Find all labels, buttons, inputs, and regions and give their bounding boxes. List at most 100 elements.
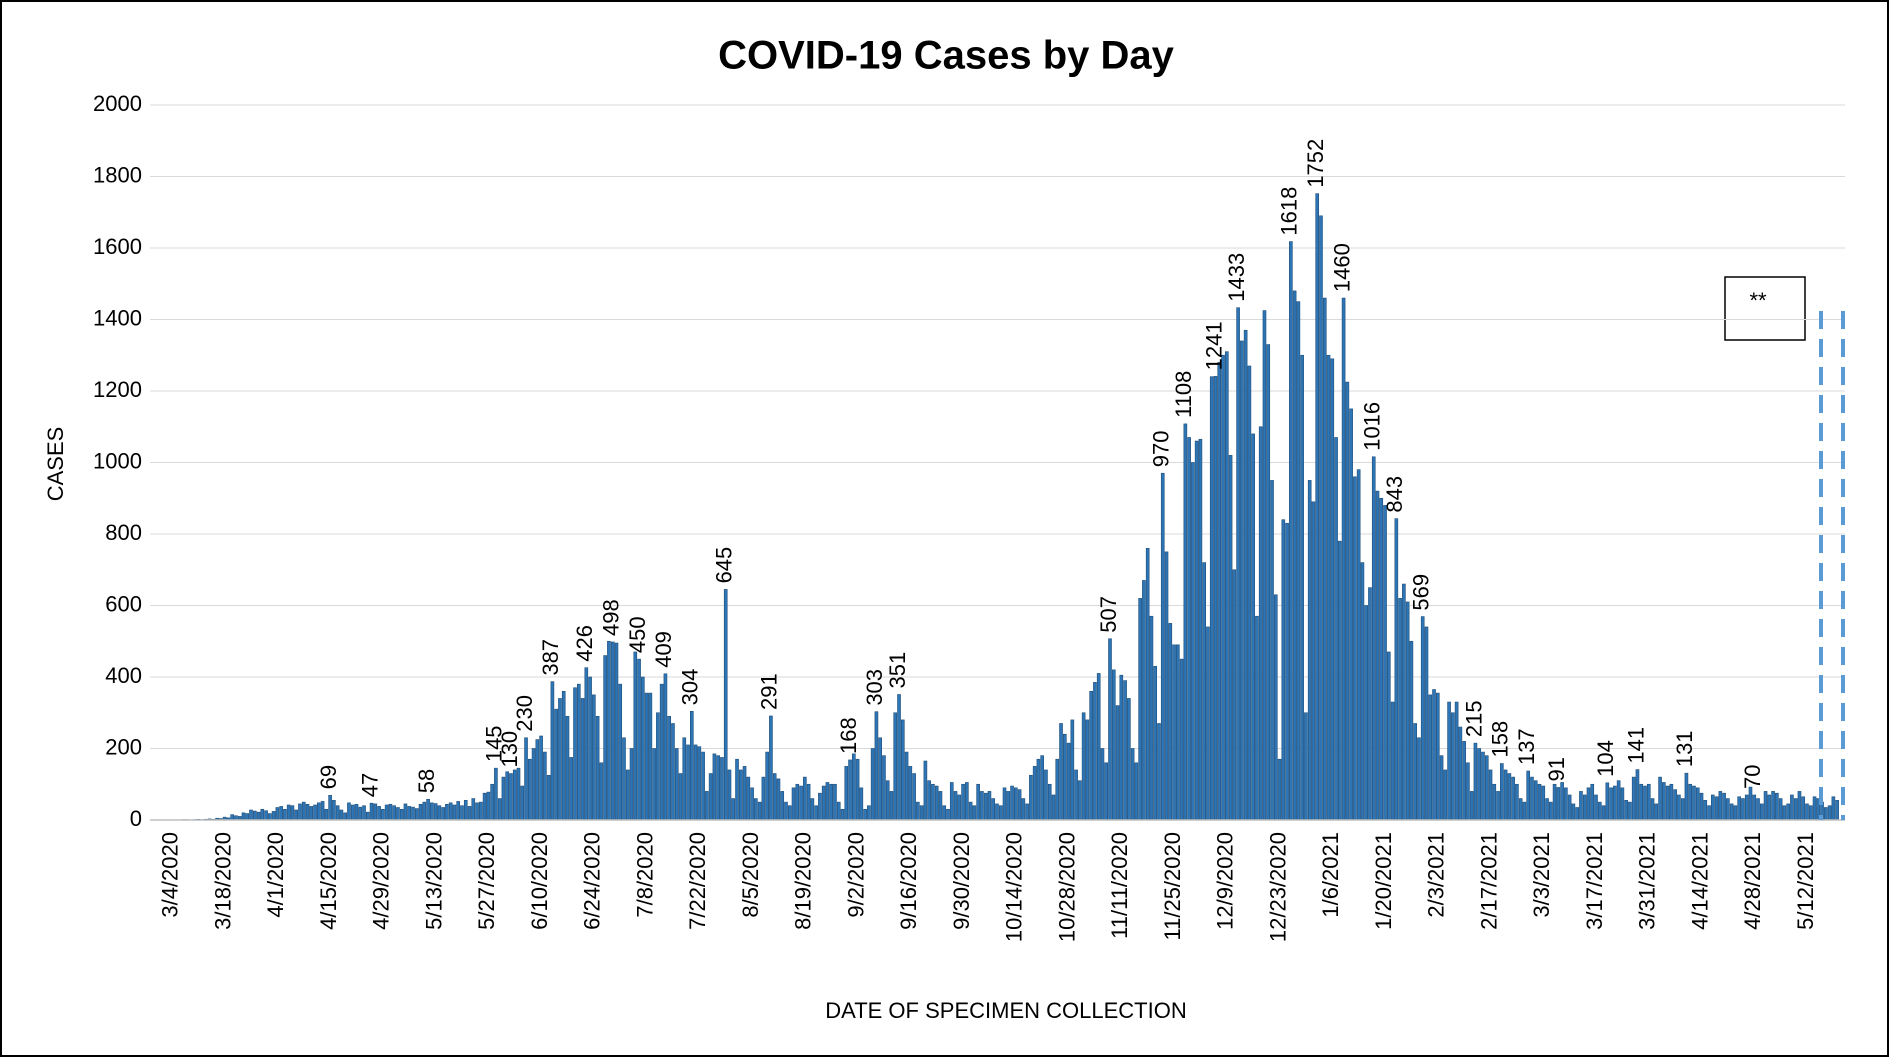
bar xyxy=(810,798,815,821)
bar xyxy=(1017,789,1022,821)
bar xyxy=(1070,719,1075,821)
bar xyxy=(671,723,675,821)
data-label: 387 xyxy=(538,639,563,676)
y-tick-label: 1800 xyxy=(93,162,142,187)
bar xyxy=(1515,783,1519,821)
bar xyxy=(663,673,668,821)
x-tick-label: 3/3/2021 xyxy=(1529,832,1554,918)
bar xyxy=(407,806,412,821)
bar xyxy=(294,809,299,821)
bar xyxy=(1364,605,1369,821)
bar xyxy=(1319,215,1323,821)
bar xyxy=(1386,651,1391,821)
bar xyxy=(1307,480,1312,821)
bar xyxy=(742,766,747,821)
bar xyxy=(1326,354,1331,821)
bar xyxy=(588,676,592,821)
bar xyxy=(365,811,370,821)
bar xyxy=(1402,583,1406,821)
data-label: 970 xyxy=(1149,431,1174,468)
bar xyxy=(1059,723,1063,821)
bar xyxy=(573,687,577,821)
bar xyxy=(1236,307,1240,821)
bar xyxy=(716,755,720,821)
bar xyxy=(772,773,777,821)
data-label: 1241 xyxy=(1201,321,1226,370)
bar xyxy=(1356,469,1361,821)
bar xyxy=(1567,794,1572,821)
bar xyxy=(1530,776,1534,821)
bar xyxy=(1571,803,1576,821)
bar xyxy=(727,769,732,821)
bar xyxy=(667,716,672,821)
bar xyxy=(1631,776,1636,821)
bar xyxy=(1575,807,1579,821)
bar xyxy=(1345,381,1350,821)
bar xyxy=(622,737,626,821)
bar xyxy=(1673,789,1677,821)
bar xyxy=(535,739,540,821)
bar xyxy=(949,782,954,821)
bar xyxy=(1503,769,1508,821)
x-tick-label: 1/6/2021 xyxy=(1318,832,1343,918)
bar xyxy=(1628,801,1632,821)
x-tick-label: 6/24/2020 xyxy=(580,832,605,930)
bar xyxy=(991,798,996,821)
bar xyxy=(708,773,713,821)
bar xyxy=(818,792,822,821)
bar xyxy=(497,798,502,821)
bar xyxy=(1775,792,1779,821)
y-tick-label: 1000 xyxy=(93,448,142,473)
bar xyxy=(1183,423,1188,821)
bar xyxy=(720,757,724,821)
x-tick-label: 4/15/2020 xyxy=(316,832,341,930)
bar xyxy=(1447,701,1451,821)
bar xyxy=(505,771,510,821)
data-label: 70 xyxy=(1740,764,1765,788)
bar xyxy=(1029,775,1033,821)
bar xyxy=(595,716,600,821)
bar xyxy=(1176,644,1180,821)
bar xyxy=(332,800,336,821)
bar xyxy=(1330,358,1335,821)
bar xyxy=(501,776,506,821)
data-label: 168 xyxy=(836,717,861,754)
bar xyxy=(987,791,992,821)
bar xyxy=(738,769,743,821)
bar xyxy=(1420,616,1425,821)
bar xyxy=(260,808,265,821)
data-label: 130 xyxy=(497,731,522,768)
y-tick-label: 1600 xyxy=(93,234,142,259)
bar xyxy=(1085,719,1090,821)
bar xyxy=(1100,748,1105,821)
bar xyxy=(561,690,566,821)
data-label: 303 xyxy=(862,669,887,706)
bar xyxy=(543,751,547,821)
bar xyxy=(1624,800,1628,821)
bar xyxy=(1590,783,1595,821)
bar xyxy=(1424,626,1429,821)
bar xyxy=(1507,773,1512,821)
bar xyxy=(1714,796,1719,821)
bar xyxy=(1831,796,1836,821)
bar xyxy=(980,791,984,821)
bar xyxy=(1752,794,1757,821)
bar xyxy=(625,769,630,821)
bar xyxy=(867,805,871,821)
bar xyxy=(806,783,811,821)
data-label: 1016 xyxy=(1360,402,1385,451)
bar xyxy=(433,803,438,821)
bar xyxy=(230,814,234,821)
bar xyxy=(377,806,381,821)
bar xyxy=(787,805,792,821)
bar xyxy=(829,783,834,821)
bar xyxy=(305,803,310,821)
bar xyxy=(317,802,321,821)
bar xyxy=(1010,785,1014,821)
bar xyxy=(463,800,468,821)
bar xyxy=(1609,787,1613,821)
bar xyxy=(1703,800,1708,821)
bar xyxy=(1665,785,1670,821)
bar xyxy=(1601,805,1606,821)
bar xyxy=(1149,615,1154,821)
